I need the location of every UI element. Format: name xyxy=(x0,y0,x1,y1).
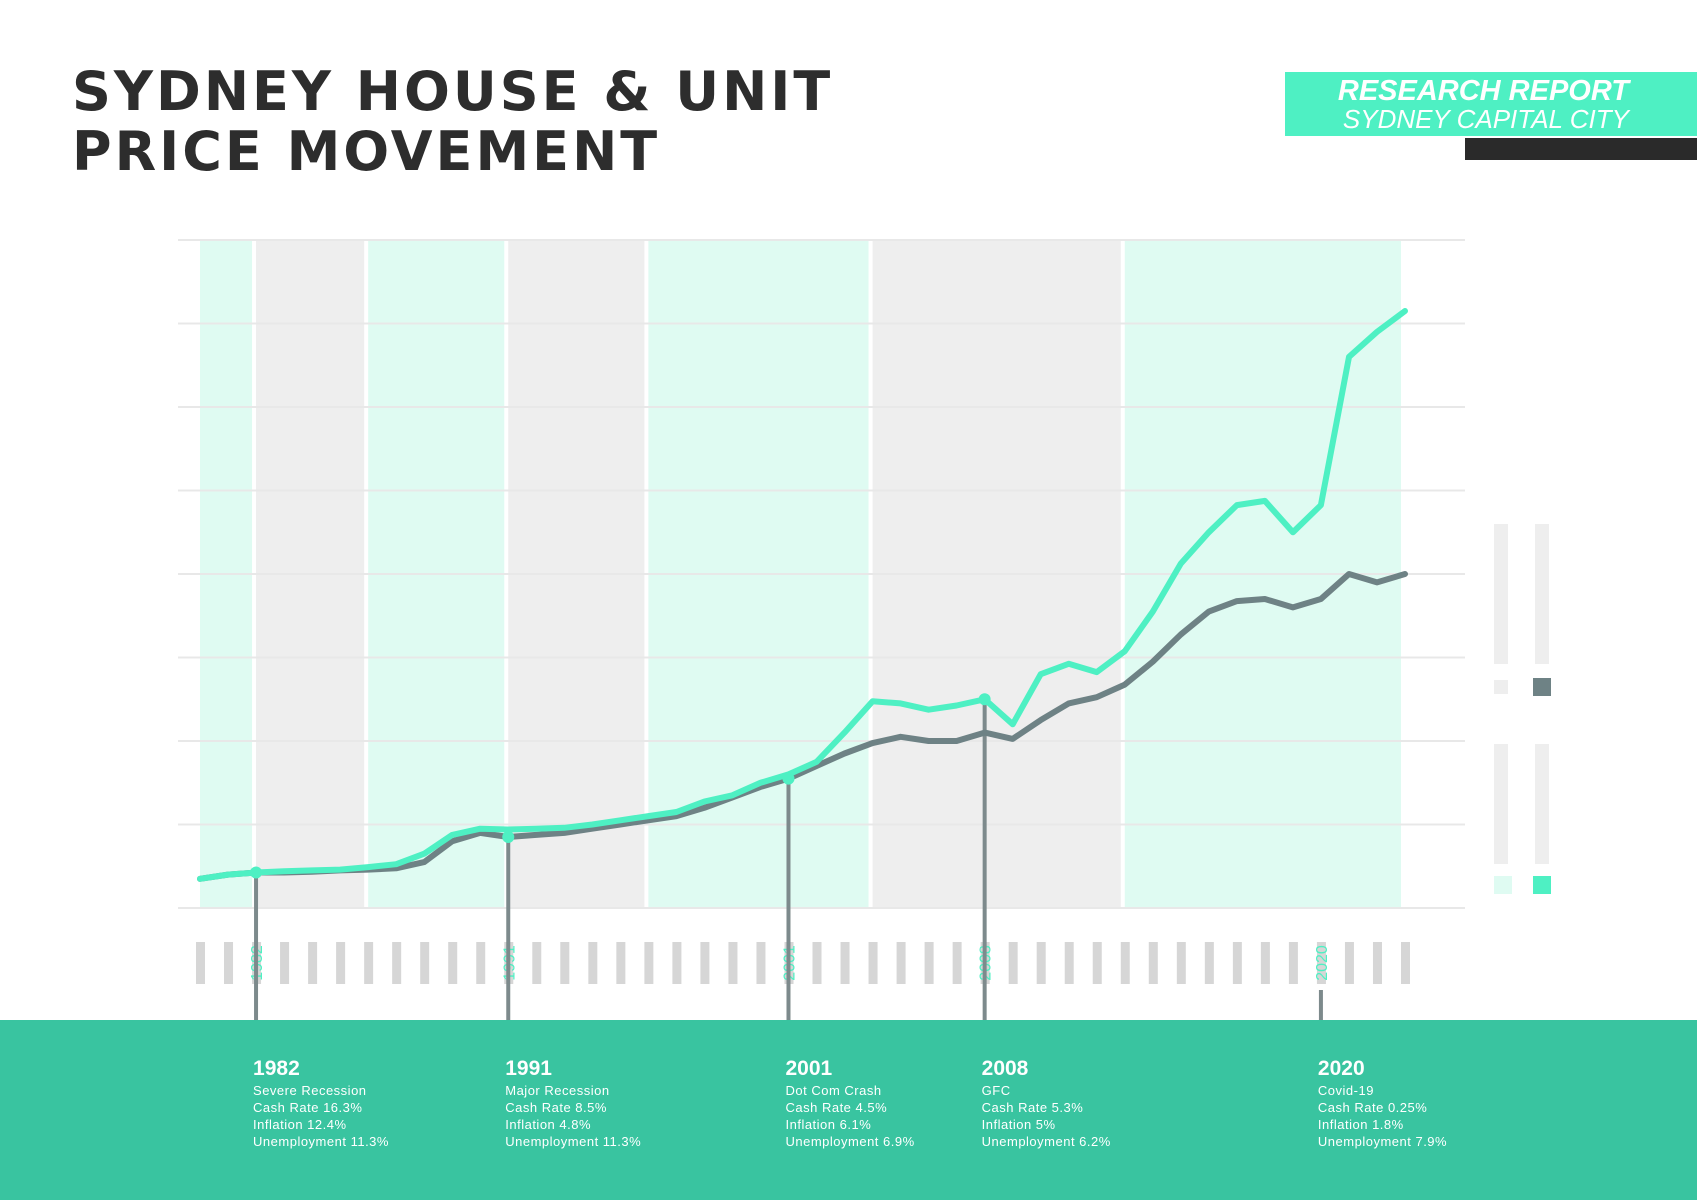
event-detail: Major Recession xyxy=(505,1083,610,1098)
event-detail: Cash Rate 5.3% xyxy=(981,1100,1084,1115)
x-tick xyxy=(448,942,458,984)
badge-bar xyxy=(1465,138,1697,160)
x-tick xyxy=(644,942,654,984)
event-detail: Inflation 1.8% xyxy=(1317,1117,1404,1132)
x-tick xyxy=(1344,942,1354,984)
x-tick-marks: 19821991200120082020 xyxy=(196,942,1410,984)
annotation-point xyxy=(250,866,263,879)
x-tick xyxy=(896,942,906,984)
event-year: 1982 xyxy=(253,1057,300,1080)
x-tick xyxy=(1260,942,1270,984)
event-detail: Severe Recession xyxy=(253,1083,367,1098)
x-tick xyxy=(1288,942,1298,984)
x-tick xyxy=(812,942,822,984)
x-tick-label: 2020 xyxy=(1314,945,1331,981)
event-detail: Covid-19 xyxy=(1317,1083,1374,1098)
annotation-point xyxy=(978,693,991,706)
x-tick xyxy=(1401,942,1410,984)
x-tick xyxy=(1232,942,1242,984)
legend-swatch-unit xyxy=(1533,678,1551,696)
event-detail: Cash Rate 4.5% xyxy=(785,1100,888,1115)
event-detail: Unemployment 6.2% xyxy=(981,1134,1111,1149)
series-lines xyxy=(197,308,1408,882)
event-detail: Unemployment 7.9% xyxy=(1317,1134,1448,1149)
event-detail: Inflation 12.4% xyxy=(253,1117,347,1132)
event-detail: GFC xyxy=(981,1083,1011,1098)
legend-swatch xyxy=(1494,876,1512,894)
event-detail: Inflation 6.1% xyxy=(785,1117,872,1132)
event-detail: Unemployment 11.3% xyxy=(253,1134,389,1149)
legend xyxy=(1494,524,1551,894)
x-tick xyxy=(924,942,934,984)
data-points xyxy=(250,693,991,879)
event-year: 2020 xyxy=(1317,1057,1365,1080)
badge-line-2: SYDNEY CAPITAL CITY xyxy=(1342,104,1629,134)
x-tick xyxy=(1064,942,1074,984)
x-tick xyxy=(588,942,598,984)
x-tick xyxy=(952,942,962,984)
gridlines xyxy=(178,239,1465,909)
x-tick xyxy=(364,942,374,984)
event-year: 2008 xyxy=(981,1057,1029,1080)
badge-line-1: RESEARCH REPORT xyxy=(1337,75,1629,107)
x-tick xyxy=(672,942,682,984)
x-tick xyxy=(280,942,290,984)
x-tick xyxy=(868,942,878,984)
title-line-1: SYDNEY HOUSE & UNIT xyxy=(72,60,834,123)
event-1982: 1982 Severe Recession Cash Rate 16.3% Infla… xyxy=(253,1056,389,1150)
x-tick xyxy=(1092,942,1102,984)
event-detail: Cash Rate 8.5% xyxy=(505,1100,607,1115)
legend-bar xyxy=(1494,744,1508,864)
x-tick xyxy=(308,942,318,984)
x-tick xyxy=(336,942,346,984)
x-tick xyxy=(476,942,486,984)
legend-bar xyxy=(1535,524,1549,664)
x-tick xyxy=(616,942,626,984)
page-title: SYDNEY HOUSE & UNIT PRICE MOVEMENT xyxy=(72,62,833,182)
legend-swatch xyxy=(1494,680,1508,694)
x-tick xyxy=(700,942,710,984)
x-tick xyxy=(1148,942,1158,984)
legend-bar xyxy=(1494,524,1508,664)
x-tick xyxy=(196,942,205,984)
x-tick xyxy=(420,942,430,984)
x-tick xyxy=(392,942,402,984)
event-2001: 2001 Dot Com Crash Cash Rate 4.5% Inflation… xyxy=(785,1056,914,1150)
x-tick xyxy=(840,942,850,984)
x-tick xyxy=(224,942,234,984)
x-tick xyxy=(1176,942,1186,984)
event-2020: 2020 Covid-19 Cash Rate 0.25% Inflation 1.8… xyxy=(1318,1056,1447,1150)
event-year: 1991 xyxy=(505,1057,552,1080)
title-line-2: PRICE MOVEMENT xyxy=(72,120,661,183)
x-tick xyxy=(1316,942,1326,984)
report-badge: RESEARCH REPORT SYDNEY CAPITAL CITY xyxy=(1285,72,1697,136)
legend-swatch-house xyxy=(1533,876,1551,894)
x-tick xyxy=(756,942,766,984)
annotation-point xyxy=(782,772,795,785)
event-detail: Unemployment 6.9% xyxy=(785,1134,915,1149)
event-detail: Inflation 4.8% xyxy=(505,1117,592,1132)
event-detail: Unemployment 11.3% xyxy=(505,1134,642,1149)
x-tick xyxy=(1008,942,1018,984)
event-detail: Cash Rate 16.3% xyxy=(253,1100,363,1115)
legend-bar xyxy=(1535,744,1549,864)
x-tick xyxy=(532,942,542,984)
event-detail: Inflation 5% xyxy=(981,1117,1056,1132)
x-tick xyxy=(1036,942,1046,984)
x-tick xyxy=(1204,942,1214,984)
event-detail: Dot Com Crash xyxy=(785,1083,882,1098)
annotation-point xyxy=(502,831,515,844)
x-tick xyxy=(1120,942,1130,984)
series-line-unit xyxy=(197,571,1408,882)
event-year: 2001 xyxy=(785,1057,833,1080)
event-detail: Cash Rate 0.25% xyxy=(1317,1100,1428,1115)
events-footer xyxy=(0,1020,1697,1200)
x-tick xyxy=(560,942,570,984)
event-2008: 2008 GFC Cash Rate 5.3% Inflation 5% Unemplo… xyxy=(982,1056,1111,1150)
event-1991: 1991 Major Recession Cash Rate 8.5% Inflati… xyxy=(505,1056,641,1150)
x-tick xyxy=(1372,942,1382,984)
series-line-house xyxy=(197,308,1408,882)
x-tick xyxy=(728,942,738,984)
